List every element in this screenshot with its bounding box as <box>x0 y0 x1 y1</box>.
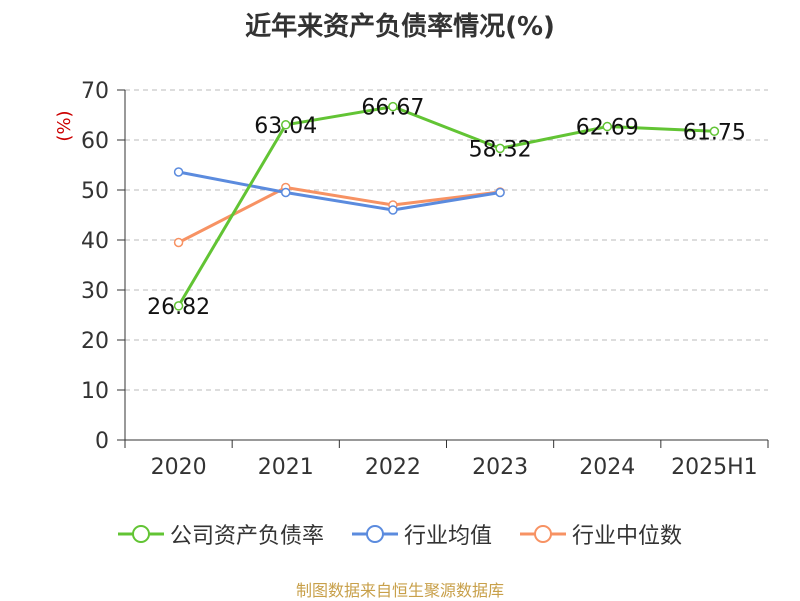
series-line <box>178 170 501 212</box>
data-label: 26.82 <box>147 295 210 320</box>
data-point <box>173 301 184 311</box>
y-axis-unit-label: (%) <box>54 110 75 141</box>
data-label: 61.75 <box>683 120 746 145</box>
legend-item-company[interactable]: 公司资产负债率 <box>117 518 324 550</box>
legend-label-industry-avg: 行业均值 <box>403 524 492 549</box>
data-point <box>388 205 398 215</box>
data-point <box>173 167 184 177</box>
y-tick-label: 10 <box>81 379 109 404</box>
data-label: 63.04 <box>254 114 317 139</box>
data-point <box>388 101 398 112</box>
y-tick-label: 60 <box>81 129 109 154</box>
series-line <box>177 105 715 307</box>
legend-label-industry-median: 行业中位数 <box>572 524 683 549</box>
data-point <box>495 143 505 154</box>
legend-item-industry-avg[interactable]: 行业均值 <box>351 518 492 550</box>
legend-marker-icon <box>117 525 164 543</box>
y-tick-label: 30 <box>81 279 109 304</box>
x-tick-label: 2023 <box>472 455 528 480</box>
y-tick-label: 0 <box>95 429 109 454</box>
y-tick-label: 70 <box>81 79 109 104</box>
legend-item-industry-median[interactable]: 行业中位数 <box>520 518 682 550</box>
data-source-note: 制图数据来自恒生聚源数据库 <box>295 581 504 600</box>
data-label: 66.67 <box>361 96 424 121</box>
x-tick-label: 2025H1 <box>671 455 758 480</box>
x-tick-label: 2024 <box>579 455 635 480</box>
data-point <box>173 237 184 248</box>
data-point <box>495 187 505 198</box>
data-point <box>602 121 612 132</box>
y-tick-label: 50 <box>81 179 109 204</box>
legend: 公司资产负债率 行业均值 行业中位数 <box>0 518 800 550</box>
x-tick-label: 2022 <box>365 455 421 480</box>
y-tick-label: 40 <box>81 229 109 254</box>
data-label: 58.32 <box>469 137 532 162</box>
legend-marker-icon <box>351 525 398 543</box>
data-point <box>281 187 291 198</box>
y-tick-label: 20 <box>81 329 109 354</box>
data-label: 62.69 <box>576 116 639 141</box>
data-point <box>709 126 720 136</box>
series-line <box>177 186 501 244</box>
chart-title: 近年来资产负债率情况(%) <box>245 12 555 42</box>
legend-marker-icon <box>520 525 566 543</box>
legend-label-company: 公司资产负债率 <box>169 524 324 549</box>
data-point <box>281 120 291 130</box>
x-tick-label: 2021 <box>258 455 314 480</box>
x-tick-label: 2020 <box>151 455 207 480</box>
